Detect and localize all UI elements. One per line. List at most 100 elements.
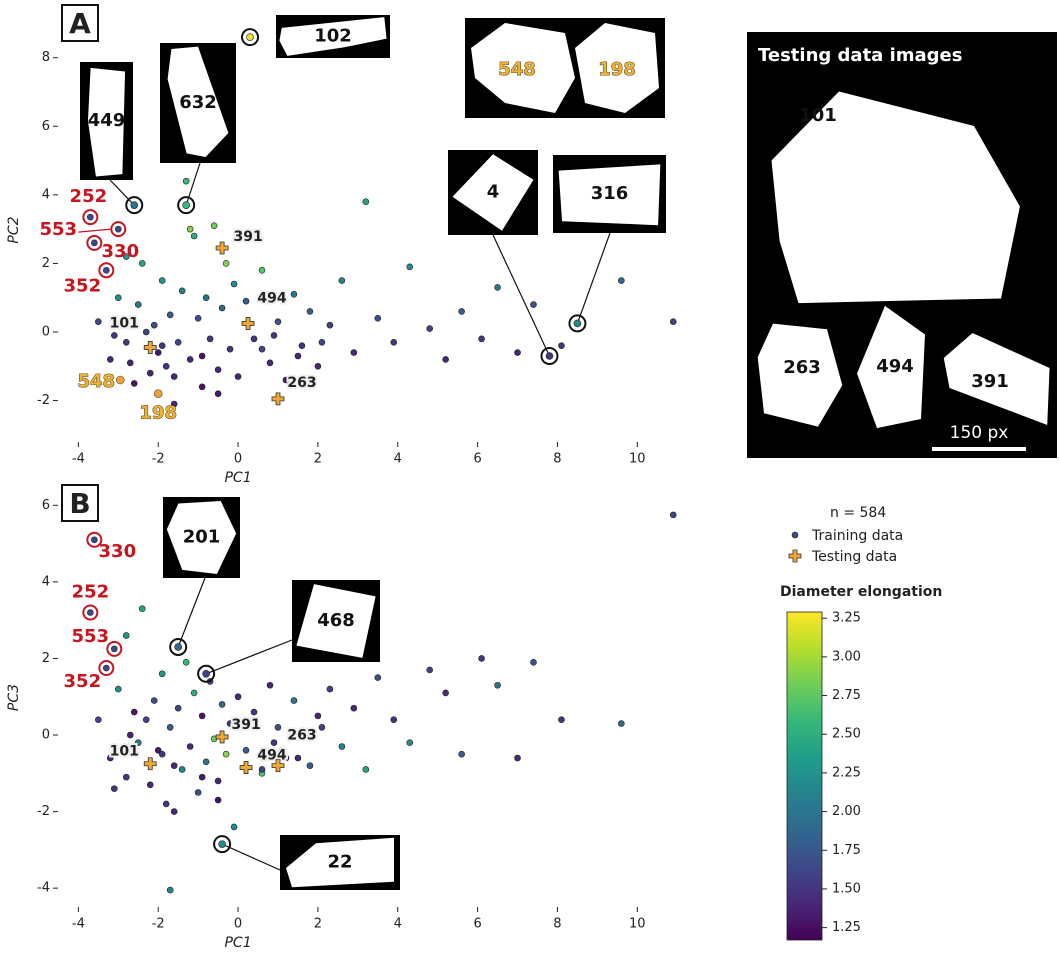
highlight-ring [213,835,232,854]
training-point [218,304,226,312]
training-point [258,345,266,353]
training-point [266,681,274,689]
excluded-ring [86,234,103,251]
y-tick-label: 0 [42,325,50,340]
inset-label: 468 [317,610,355,631]
training-point [150,321,158,329]
excluded-ring [82,604,99,621]
training-point [306,308,314,315]
colorbar [786,611,823,941]
training-point [122,632,130,639]
training-point [274,318,282,326]
training-point [150,697,158,704]
training-point [170,762,178,769]
training-point [194,789,202,796]
testing-cross [215,241,229,255]
training-point [198,352,206,360]
particle-shape [167,46,229,157]
training-point [494,681,501,689]
training-point [158,342,166,350]
panel-label: A [69,7,91,40]
training-point [134,739,142,746]
training-point [114,294,122,302]
x-tick-label: -4 [72,917,85,932]
inset-label: 632 [179,92,217,113]
training-point [138,260,146,267]
training-point [442,356,449,363]
excluded-ring [98,660,115,677]
excluded-label: 330 [99,541,137,562]
x-axis-label: PC1 [224,470,251,486]
leader-line [177,577,206,648]
excluded-point [103,664,110,672]
highlight-ring [197,664,216,683]
training-point [146,369,154,377]
training-point [202,294,210,302]
colorbar-tick-label: 2.25 [832,765,861,780]
training-point [270,739,278,746]
excluded-ring [82,209,99,226]
testing-label: 391 [231,717,260,733]
particle-shape [166,501,237,574]
x-tick-label: 8 [553,917,561,932]
training-point [514,754,521,762]
leader-line [576,232,611,324]
training-point [530,301,537,308]
training-point [318,338,326,346]
particle-shape [87,67,126,177]
training-point [230,280,238,288]
legend-label: Training data [811,528,903,544]
highlighted-point [246,33,254,41]
panel-label: B [69,487,90,520]
x-tick-label: 2 [314,917,322,932]
training-point [95,716,102,724]
training-point [318,724,326,731]
training-point [290,290,298,298]
training-point [158,750,166,758]
legend-marker [791,531,799,539]
testing-label: 101 [110,315,139,331]
training-point [234,373,242,380]
highlight-ring [125,196,144,215]
particle-shape [757,323,843,427]
training-point [242,297,250,305]
particle-shape [771,91,1020,304]
particle-shape [279,17,387,56]
training-point [214,390,222,398]
testing-label: 101 [110,744,139,760]
colorbar-title: Diameter elongation [780,584,942,600]
training-point [210,222,218,230]
panel-label-box [61,4,99,42]
y-tick-label: 2 [42,256,50,271]
training-point [107,356,114,363]
testing-cross [271,392,285,406]
training-point [350,349,358,356]
colorbar-tick-label: 2.00 [832,804,861,819]
training-point [182,177,190,185]
training-point [170,808,178,815]
excluded-label: 252 [72,582,110,603]
training-point [174,338,182,346]
colorbar-tick-label: 2.50 [832,727,861,742]
training-point [222,750,230,758]
highlighted-point [130,201,139,209]
training-point [194,314,202,322]
training-point [198,773,206,781]
testing-cross [239,761,253,774]
training-point [669,511,677,519]
training-point [178,766,186,773]
training-point [618,720,625,727]
testing-label: 548 [77,371,115,392]
training-point [218,701,226,708]
training-point [250,335,258,343]
training-point [406,263,414,271]
testing-label: 263 [287,375,316,391]
particle-shape [558,164,661,226]
training-point [374,674,382,681]
training-point [266,359,274,367]
colorbar-tick-label: 3.25 [832,611,861,626]
y-tick-label: 0 [42,728,50,743]
excluded-label: 553 [72,626,110,647]
training-point [130,708,138,716]
